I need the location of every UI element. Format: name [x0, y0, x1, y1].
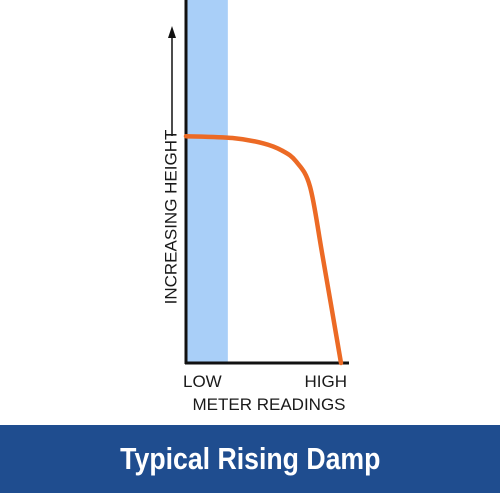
y-axis-label: INCREASING HEIGHT [161, 130, 180, 305]
rising-damp-chart: INCREASING HEIGHT LOW HIGH METER READING… [161, 0, 349, 414]
title-banner: Typical Rising Damp [0, 425, 500, 493]
x-tick-label-low: LOW [183, 372, 222, 391]
x-tick-label-high: HIGH [305, 372, 348, 391]
height-arrow-head [168, 26, 176, 38]
damp-reading-curve [183, 133, 344, 366]
banner-title: Typical Rising Damp [119, 441, 381, 476]
low-reading-band [186, 0, 228, 363]
x-axis-label: METER READINGS [192, 395, 345, 414]
